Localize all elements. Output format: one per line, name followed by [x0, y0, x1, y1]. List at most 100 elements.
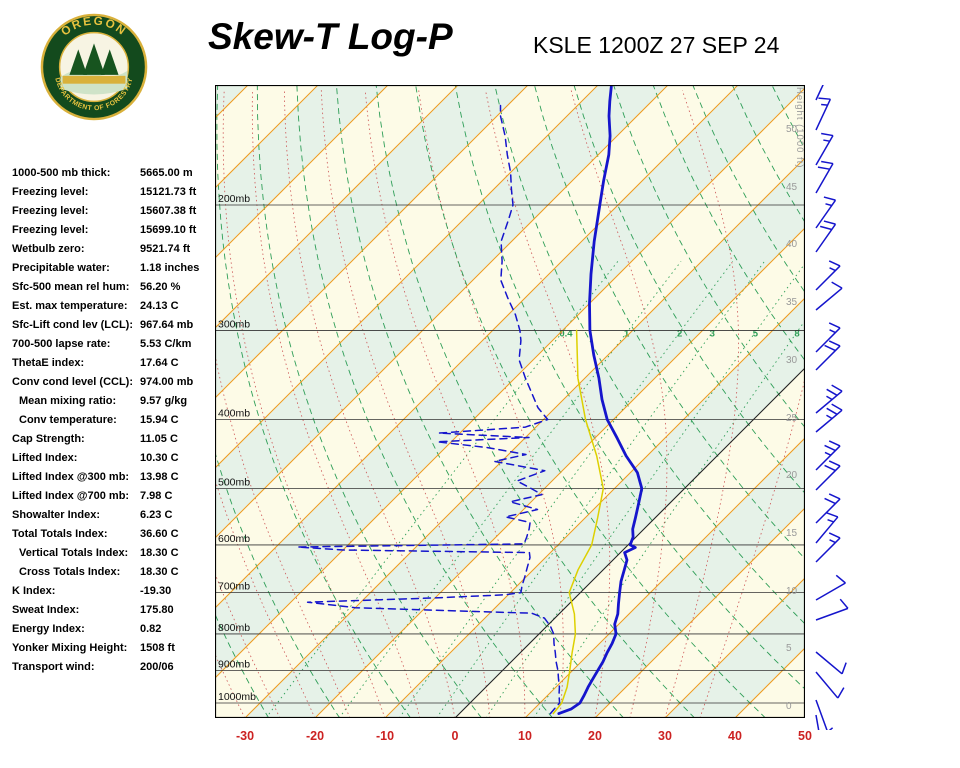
stat-value: 10.30 C — [140, 452, 179, 464]
mixing-ratio-label: 2 — [677, 329, 682, 340]
tree-icon — [83, 43, 105, 75]
stat-label: Sfc-500 mean rel hum: — [12, 281, 130, 293]
temperature-trace — [557, 85, 644, 715]
wind-barb — [815, 281, 843, 311]
stat-value: 9521.74 ft — [140, 243, 191, 255]
stat-label: Energy Index: — [12, 623, 85, 635]
stat-value: 175.80 — [140, 604, 174, 616]
stat-row: 1000-500 mb thick: 5665.00 m — [12, 167, 214, 186]
stat-label: 700-500 lapse rate: — [12, 338, 111, 350]
stat-row: Cap Strength: 11.05 C — [12, 433, 214, 452]
temp-tick: -10 — [375, 729, 395, 743]
wind-barb — [815, 532, 841, 563]
stat-label: ThetaE index: — [12, 357, 85, 369]
stat-row: Showalter Index: 6.23 C — [12, 509, 214, 528]
wind-barb — [815, 220, 837, 253]
logo-banner — [62, 75, 126, 84]
stat-label: Vertical Totals Index: — [19, 547, 129, 559]
stat-row: Transport wind: 200/06 — [12, 661, 214, 680]
wind-barb — [815, 460, 841, 491]
skewt-chart-area: 0.4 1 2 3 5 8 200mb 300mb 400mb 500mb 600mb 700mb 80… — [215, 85, 805, 718]
stat-value: 56.20 % — [140, 281, 181, 293]
stat-label: Mean mixing ratio: — [19, 395, 117, 407]
stat-row: Lifted Index: 10.30 C — [12, 452, 214, 471]
wind-barb — [815, 493, 841, 524]
stat-label: Sfc-Lift cond lev (LCL): — [12, 319, 133, 331]
stat-value: 15607.38 ft — [140, 205, 197, 217]
stat-row: Cross Totals Index: 18.30 C — [12, 566, 214, 585]
stat-row: Vertical Totals Index: 18.30 C — [12, 547, 214, 566]
wind-barb — [815, 598, 849, 621]
mixing-ratio-label: 5 — [753, 329, 759, 340]
pressure-label: 1000mb — [218, 691, 256, 703]
pressure-label: 800mb — [218, 622, 250, 634]
stat-label: Freezing level: — [12, 224, 89, 236]
wind-barb — [815, 384, 843, 414]
stat-label: Total Totals Index: — [12, 528, 108, 540]
skewt-chart: 0.4 1 2 3 5 8 200mb 300mb 400mb 500mb 600mb 700mb 80… — [215, 85, 805, 718]
wind-barb — [815, 512, 839, 544]
stat-label: Sweat Index: — [12, 604, 80, 616]
mixing-ratio-label: 8 — [794, 329, 799, 340]
stat-label: Cap Strength: — [12, 433, 85, 445]
wind-barb — [815, 260, 841, 291]
wind-barb-column — [806, 67, 896, 750]
wind-barb — [815, 340, 841, 371]
stat-label: Freezing level: — [12, 205, 89, 217]
stat-row: Precipitable water: 1.18 inches — [12, 262, 214, 281]
stat-row: Sfc-500 mean rel hum: 56.20 % — [12, 281, 214, 300]
stat-row: Conv cond level (CCL): 974.00 mb — [12, 376, 214, 395]
odf-logo-svg: OREGON DEPARTMENT OF FORESTRY — [40, 13, 148, 121]
stat-value: 13.98 C — [140, 471, 179, 483]
pressure-label: 200mb — [218, 193, 250, 205]
stat-label: K Index: — [12, 585, 56, 597]
stat-label: Showalter Index: — [12, 509, 101, 521]
stat-row: ThetaE index: 17.64 C — [12, 357, 214, 376]
stat-row: Est. max temperature: 24.13 C — [12, 300, 214, 319]
temp-tick: 10 — [518, 729, 532, 743]
stat-value: 1.18 inches — [140, 262, 200, 274]
temp-tick: 40 — [728, 729, 742, 743]
stat-row: Freezing level: 15699.10 ft — [12, 224, 214, 243]
stat-label: 1000-500 mb thick: — [12, 167, 111, 179]
odf-logo: OREGON DEPARTMENT OF FORESTRY — [38, 12, 150, 122]
tree-icon — [69, 49, 88, 75]
wind-barbs-svg — [815, 67, 849, 750]
stat-row: Total Totals Index: 36.60 C — [12, 528, 214, 547]
stat-row: Freezing level: 15121.73 ft — [12, 186, 214, 205]
mixing-ratio-label: 1 — [624, 329, 630, 340]
tree-icon — [100, 49, 119, 75]
stat-value: 5.53 C/km — [140, 338, 192, 350]
mixing-ratio-label: 0.4 — [559, 329, 573, 340]
wind-barb — [815, 671, 845, 699]
page-title: Skew-T Log-P — [208, 16, 453, 57]
stat-row: Lifted Index @700 mb: 7.98 C — [12, 490, 214, 509]
stat-row: Mean mixing ratio: 9.57 g/kg — [12, 395, 214, 414]
pressure-label: 900mb — [218, 658, 250, 670]
temp-tick: 30 — [658, 729, 672, 743]
stat-value: 15121.73 ft — [140, 186, 197, 198]
stat-value: 24.13 C — [140, 300, 179, 312]
temp-tick: -20 — [305, 729, 325, 743]
stat-value: 967.64 mb — [140, 319, 194, 331]
stat-value: 18.30 C — [140, 547, 179, 559]
temp-tick: 0 — [451, 729, 459, 743]
stat-row: Conv temperature: 15.94 C — [12, 414, 214, 433]
wind-barb — [815, 322, 841, 353]
stat-row: K Index: -19.30 — [12, 585, 214, 604]
pressure-label: 500mb — [218, 477, 250, 489]
wetbulb-trace — [552, 329, 605, 715]
stat-value: 15.94 C — [140, 414, 179, 426]
stat-label: Cross Totals Index: — [19, 566, 121, 578]
pressure-label: 700mb — [218, 581, 250, 593]
stat-row: Wetbulb zero: 9521.74 ft — [12, 243, 214, 262]
stat-label: Yonker Mixing Height: — [12, 642, 128, 654]
stat-label: Precipitable water: — [12, 262, 110, 274]
stat-row: Energy Index: 0.82 — [12, 623, 214, 642]
pressure-label: 300mb — [218, 318, 250, 330]
stat-label: Lifted Index @700 mb: — [12, 490, 130, 502]
wind-barb — [815, 132, 834, 166]
stat-label: Transport wind: — [12, 661, 95, 673]
stat-label: Lifted Index: — [12, 452, 78, 464]
stat-label: Conv temperature: — [19, 414, 117, 426]
